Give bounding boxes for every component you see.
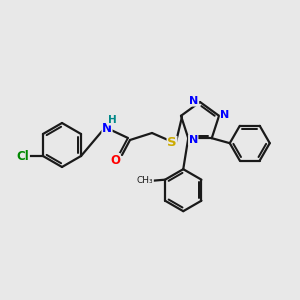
- Text: O: O: [110, 154, 120, 166]
- Text: CH₃: CH₃: [137, 176, 153, 185]
- Text: N: N: [189, 96, 199, 106]
- Text: Cl: Cl: [16, 149, 29, 163]
- Text: N: N: [220, 110, 230, 120]
- Text: N: N: [189, 135, 198, 145]
- Text: H: H: [108, 115, 116, 125]
- Text: S: S: [167, 136, 177, 149]
- Text: N: N: [102, 122, 112, 134]
